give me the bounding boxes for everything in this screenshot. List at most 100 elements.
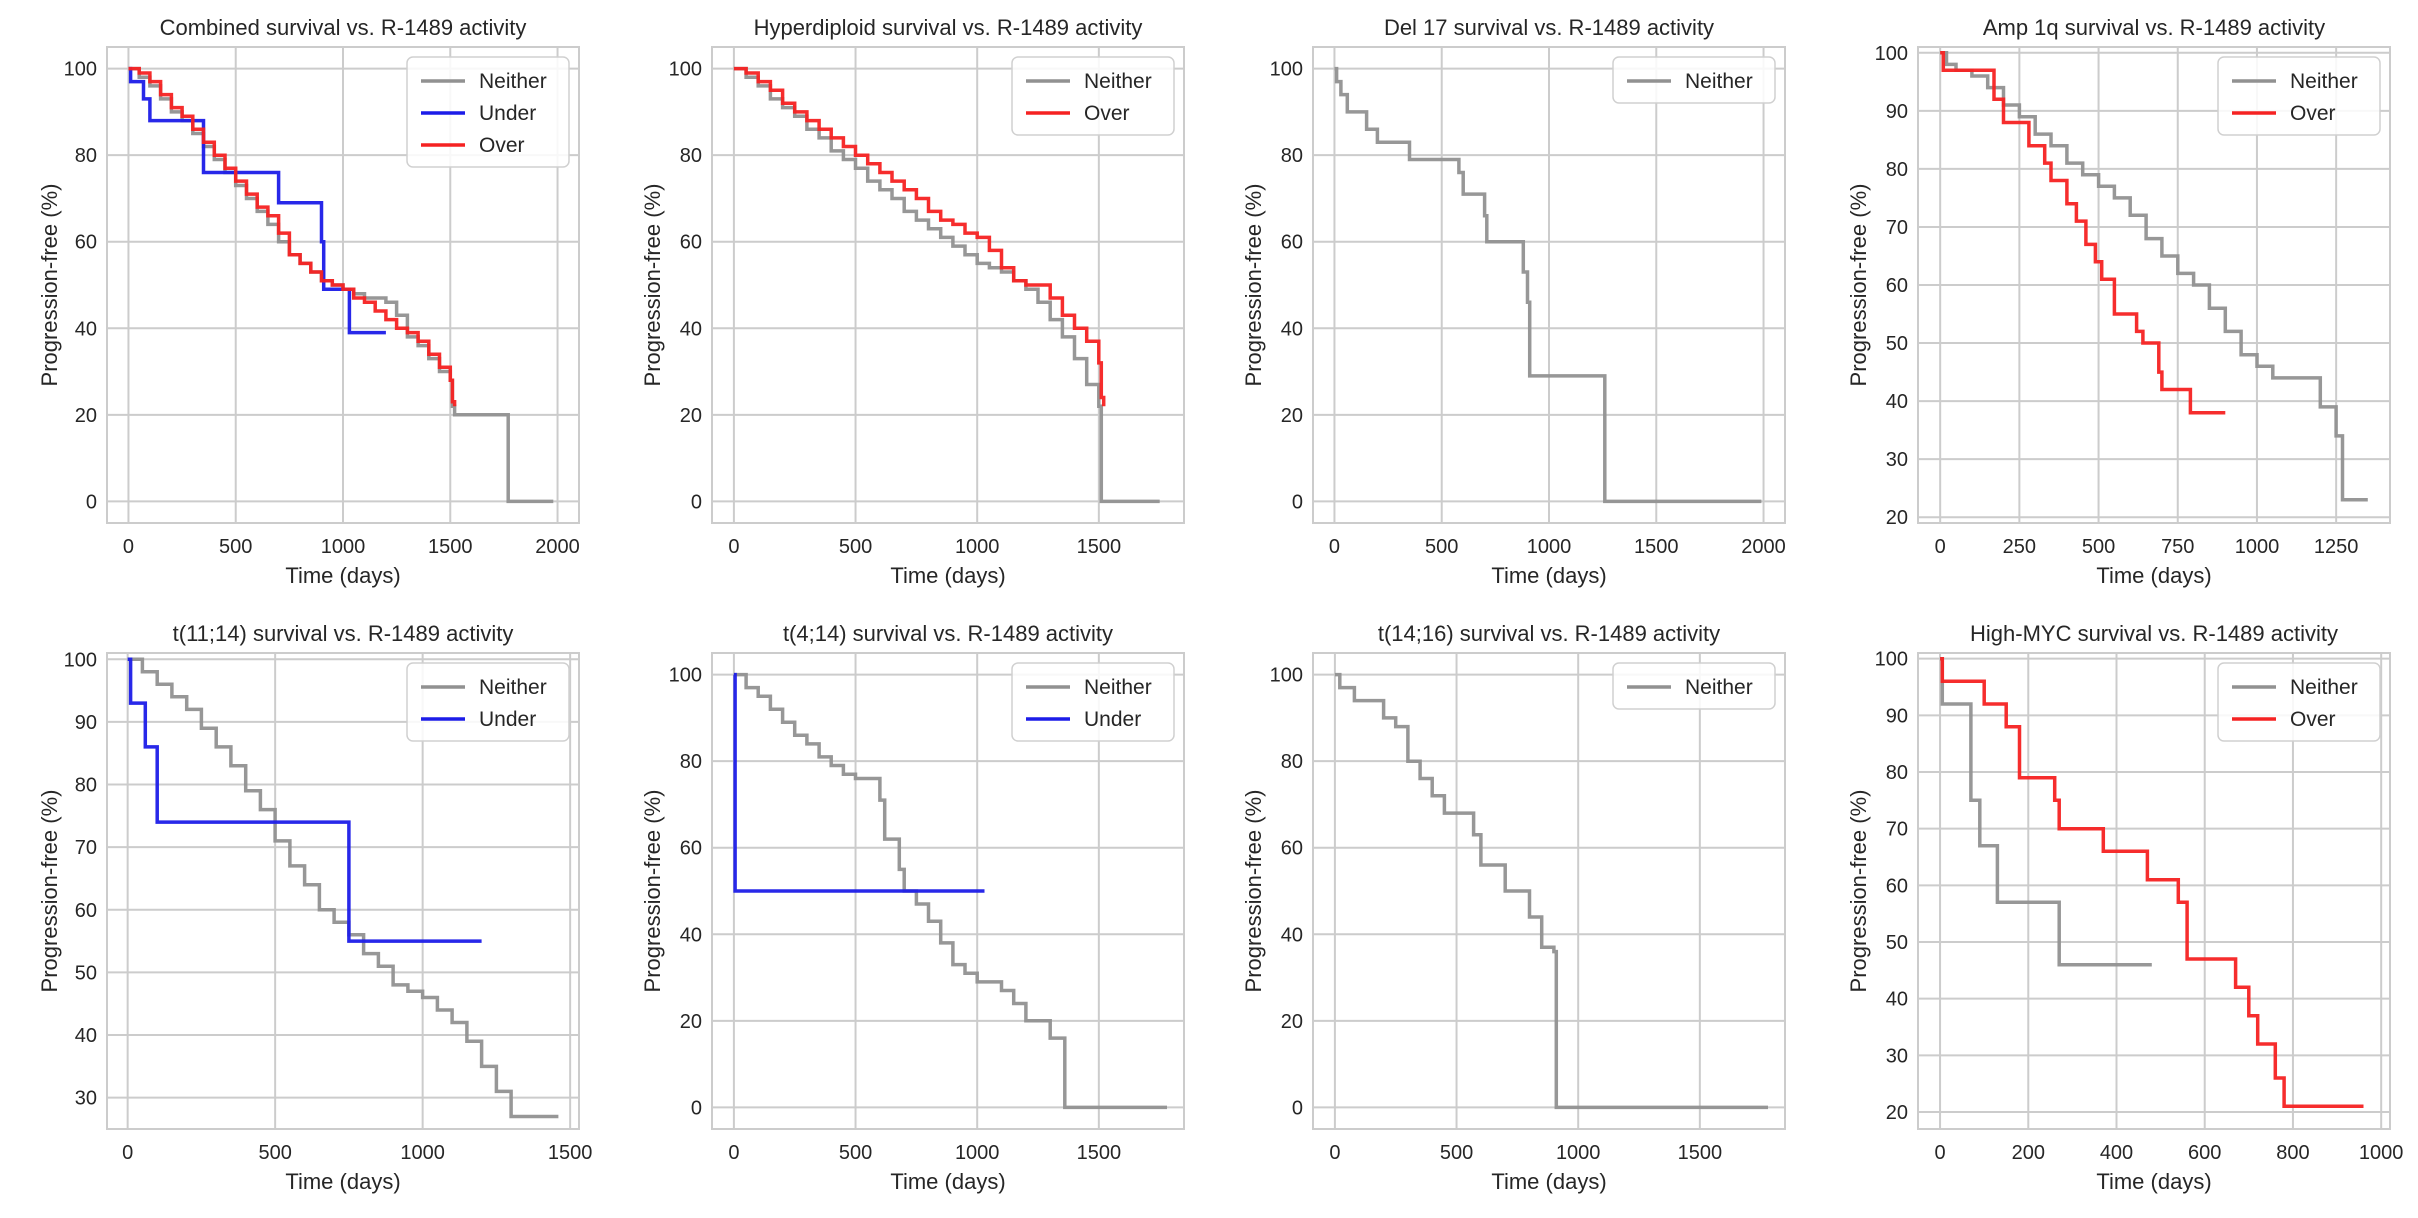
chart-panel-1: 0 500 1000 1500 2000 0 20 40 60 80 100 Combined sur… xyxy=(37,15,580,588)
y-tick-label: 70 xyxy=(1886,819,1908,841)
legend-label: Over xyxy=(2290,102,2336,125)
legend-frame xyxy=(1011,662,1175,742)
x-tick-label: 1500 xyxy=(548,1142,593,1164)
y-axis-label: Progression-free (%) xyxy=(1846,184,1871,387)
x-tick-label: 800 xyxy=(2276,1142,2309,1164)
axes-frame xyxy=(1312,46,1786,524)
chart-panel-7: 0 500 1000 1500 0 20 40 60 80 100 t(14;16) surviva… xyxy=(1241,621,1786,1194)
y-tick-label: 40 xyxy=(75,1025,97,1047)
y-tick-label: 40 xyxy=(1886,391,1908,413)
y-tick-label: 60 xyxy=(75,232,97,254)
x-axis-label: Time (days) xyxy=(2096,563,2211,588)
legend: Neither Over xyxy=(1011,56,1175,136)
x-tick-label: 500 xyxy=(1440,1142,1473,1164)
chart-title: Amp 1q survival vs. R-1489 activity xyxy=(1983,15,2325,40)
axes-frame xyxy=(1917,652,2391,1130)
legend-frame xyxy=(2217,662,2381,742)
chart-title: High-MYC survival vs. R-1489 activity xyxy=(1970,621,2338,646)
x-tick-label: 0 xyxy=(728,536,739,558)
x-axis-label: Time (days) xyxy=(890,1169,1005,1194)
x-tick-label: 1000 xyxy=(400,1142,445,1164)
legend-frame xyxy=(1612,662,1776,710)
y-axis-label: Progression-free (%) xyxy=(640,184,665,387)
y-tick-label: 40 xyxy=(680,924,702,946)
legend-frame xyxy=(1011,56,1175,136)
legend-label: Neither xyxy=(2290,70,2358,93)
y-tick-label: 40 xyxy=(1886,989,1908,1011)
y-tick-label: 50 xyxy=(1886,333,1908,355)
legend-label: Neither xyxy=(1084,676,1152,699)
y-tick-label: 40 xyxy=(1281,924,1303,946)
y-axis-label: Progression-free (%) xyxy=(37,184,62,387)
legend-label: Over xyxy=(1084,102,1130,125)
legend-frame xyxy=(406,662,570,742)
axes-frame xyxy=(711,46,1185,524)
legend-label: Neither xyxy=(2290,676,2358,699)
y-tick-label: 100 xyxy=(669,59,702,81)
chart-title: Hyperdiploid survival vs. R-1489 activit… xyxy=(754,15,1143,40)
y-tick-label: 90 xyxy=(1886,705,1908,727)
x-tick-label: 1000 xyxy=(1527,536,1572,558)
y-tick-label: 100 xyxy=(1270,59,1303,81)
y-tick-label: 0 xyxy=(1292,491,1303,513)
x-tick-label: 250 xyxy=(2003,536,2036,558)
y-tick-label: 40 xyxy=(1281,318,1303,340)
series-line-neither xyxy=(733,672,1167,1110)
chart-panel-8: 0 200 400 600 800 1000 20 30 40 50 60 70 80 90 100 High… xyxy=(1846,621,2403,1194)
legend-label: Under xyxy=(479,102,536,125)
y-axis-label: Progression-free (%) xyxy=(1241,184,1266,387)
x-tick-label: 500 xyxy=(1425,536,1458,558)
x-tick-label: 0 xyxy=(1329,536,1340,558)
y-tick-label: 20 xyxy=(1281,1011,1303,1033)
x-axis-label: Time (days) xyxy=(890,563,1005,588)
legend-label: Neither xyxy=(1084,70,1152,93)
chart-panel-2: 0 500 1000 1500 0 20 40 60 80 100 Hyperdiploid sur… xyxy=(640,15,1185,588)
y-tick-label: 100 xyxy=(64,59,97,81)
y-axis-label: Progression-free (%) xyxy=(1241,790,1266,993)
x-tick-label: 0 xyxy=(122,1142,133,1164)
x-tick-label: 200 xyxy=(2012,1142,2045,1164)
chart-panel-3: 0 500 1000 1500 2000 0 20 40 60 80 100 Del 17 survi… xyxy=(1241,15,1786,588)
y-axis-label: Progression-free (%) xyxy=(640,790,665,993)
y-tick-label: 90 xyxy=(75,712,97,734)
x-tick-label: 750 xyxy=(2161,536,2194,558)
legend-frame xyxy=(406,56,570,168)
y-tick-label: 100 xyxy=(669,665,702,687)
series-line-neither xyxy=(1940,51,2368,502)
y-tick-label: 30 xyxy=(1886,449,1908,471)
x-tick-label: 1000 xyxy=(2235,536,2280,558)
chart-panel-5: 0 500 1000 1500 30 40 50 60 70 80 90 100 t(11;14) su… xyxy=(37,621,592,1194)
y-tick-label: 100 xyxy=(1270,665,1303,687)
y-tick-label: 20 xyxy=(1886,507,1908,529)
axes-frame xyxy=(711,652,1185,1130)
y-tick-label: 80 xyxy=(680,145,702,167)
x-tick-label: 0 xyxy=(1935,536,1946,558)
x-tick-label: 1500 xyxy=(428,536,473,558)
y-tick-label: 80 xyxy=(75,145,97,167)
axes-frame xyxy=(106,652,580,1130)
axes-frame xyxy=(1312,652,1786,1130)
x-tick-label: 1000 xyxy=(955,536,1000,558)
series-line-over xyxy=(128,66,457,407)
series-line-neither xyxy=(127,657,559,1119)
series-line-over xyxy=(1940,51,2226,415)
x-tick-label: 500 xyxy=(839,536,872,558)
y-tick-label: 80 xyxy=(680,751,702,773)
y-tick-label: 60 xyxy=(680,838,702,860)
legend-frame xyxy=(1612,56,1776,104)
legend: Neither xyxy=(1612,56,1776,104)
axes-frame xyxy=(1917,46,2391,524)
legend-label: Under xyxy=(479,708,536,731)
y-tick-label: 60 xyxy=(1886,875,1908,897)
series-line-over xyxy=(1940,656,2364,1109)
legend-label: Neither xyxy=(479,70,547,93)
y-tick-label: 80 xyxy=(75,775,97,797)
legend: Neither Under xyxy=(1011,662,1175,742)
chart-panel-4: 0 250 500 750 1000 1250 20 30 40 50 60 70 80 90 100 Amp… xyxy=(1846,15,2391,588)
series-line-neither xyxy=(1334,66,1762,504)
y-tick-label: 100 xyxy=(1875,649,1908,671)
y-tick-label: 80 xyxy=(1886,762,1908,784)
x-tick-label: 1500 xyxy=(1077,1142,1122,1164)
x-tick-label: 0 xyxy=(1329,1142,1340,1164)
series-line-under xyxy=(733,672,985,893)
